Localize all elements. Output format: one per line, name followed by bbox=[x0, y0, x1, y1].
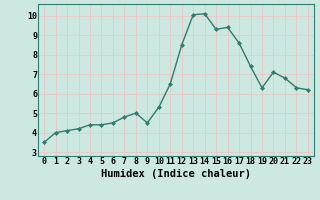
X-axis label: Humidex (Indice chaleur): Humidex (Indice chaleur) bbox=[101, 169, 251, 179]
